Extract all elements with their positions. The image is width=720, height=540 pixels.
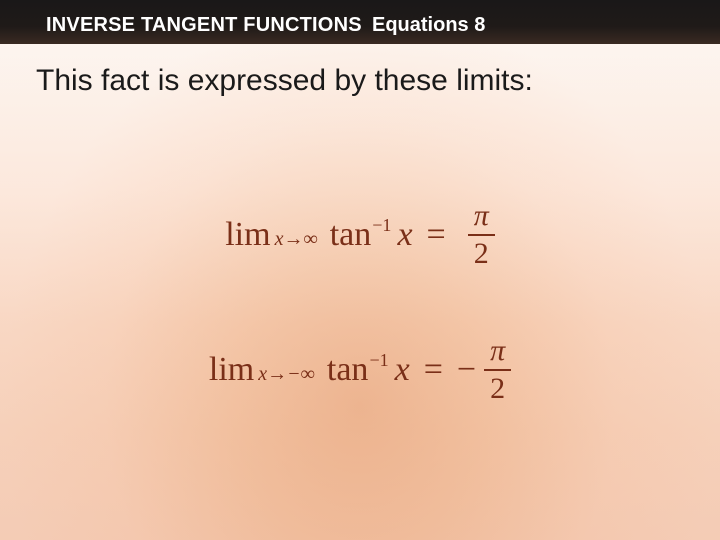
equals-sign: =: [424, 351, 443, 389]
lim-sub-target: ∞: [303, 228, 317, 250]
lim-sub-target: −∞: [287, 363, 315, 385]
lim-subscript: x→−∞: [258, 363, 315, 385]
frac-den: 2: [484, 373, 511, 405]
equals-sign: =: [427, 216, 446, 254]
limit-block-1: lim x→∞: [225, 218, 318, 252]
slide: INVERSE TANGENT FUNCTIONS Equations 8 Th…: [0, 0, 720, 540]
frac-num: π: [468, 200, 495, 232]
func-arg: x: [397, 216, 412, 253]
frac-den: 2: [468, 238, 495, 270]
function-1: tan−1 x: [330, 216, 413, 254]
func-name: tan: [327, 351, 369, 388]
title-bar: INVERSE TANGENT FUNCTIONS Equations 8: [0, 0, 720, 44]
lim-sub-arrow: →: [267, 363, 287, 385]
lim-label: lim: [209, 351, 254, 388]
func-arg: x: [395, 351, 410, 388]
equation-1: lim x→∞ tan−1 x = π 2: [225, 200, 495, 269]
limit-block-2: lim x→−∞: [209, 353, 315, 387]
outer-minus: −: [457, 351, 476, 389]
lim-sub-arrow: →: [283, 228, 303, 250]
func-name: tan: [330, 216, 372, 253]
lim-subscript: x→∞: [275, 228, 318, 250]
frac-num: π: [484, 335, 511, 367]
fraction-2: π 2: [484, 335, 511, 404]
lim-sub-var: x: [258, 363, 267, 385]
frac-bar: [468, 234, 495, 236]
fraction-1: π 2: [468, 200, 495, 269]
subtitle: This fact is expressed by these limits:: [36, 64, 533, 98]
title-left: INVERSE TANGENT FUNCTIONS: [46, 14, 362, 37]
func-sup: −1: [369, 350, 388, 370]
lim-label: lim: [225, 216, 270, 253]
function-2: tan−1 x: [327, 351, 410, 389]
func-sup: −1: [372, 215, 391, 235]
frac-bar: [484, 369, 511, 371]
equation-2: lim x→−∞ tan−1x = − π 2: [209, 335, 511, 404]
equations-area: lim x→∞ tan−1x = π 2: [0, 180, 720, 450]
title-right: Equations 8: [372, 14, 485, 37]
